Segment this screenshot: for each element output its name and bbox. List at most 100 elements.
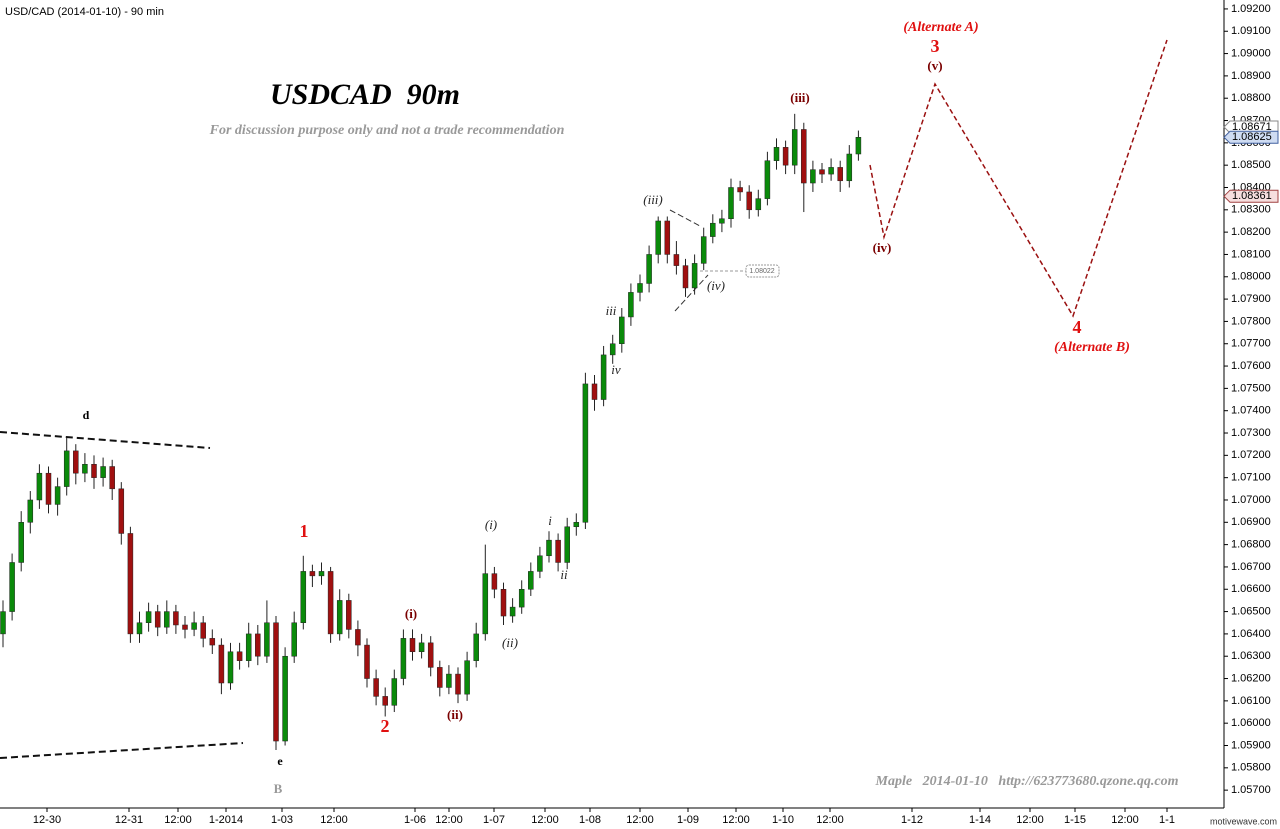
wave-label: iii <box>606 303 617 318</box>
wave-label: (i) <box>485 517 497 532</box>
candle-body <box>782 147 789 166</box>
y-tick-label: 1.06000 <box>1231 717 1271 729</box>
wave-label: i <box>548 513 552 528</box>
trendline <box>0 431 211 449</box>
wave-label: (Alternate B) <box>1054 340 1130 355</box>
candle-body <box>464 660 470 695</box>
candle-body <box>500 589 507 617</box>
x-tick-label: 12:00 <box>816 814 844 826</box>
candle-body <box>801 129 807 184</box>
candle-body <box>518 589 525 608</box>
y-tick-label: 1.09200 <box>1231 3 1271 15</box>
candle-body <box>755 198 762 211</box>
wave-label: B <box>274 781 283 796</box>
x-tick-label: 12-30 <box>33 814 61 826</box>
candle-body <box>255 633 261 657</box>
candle-body <box>855 137 862 155</box>
y-tick-label: 1.08500 <box>1231 159 1271 171</box>
candle-body <box>646 254 652 284</box>
candle-body <box>427 642 434 668</box>
x-tick-label: 1-14 <box>969 814 991 826</box>
wave-label: (iv) <box>707 278 725 293</box>
candle-body <box>573 522 580 528</box>
x-tick-label: 12:00 <box>1016 814 1044 826</box>
y-tick-label: 1.06900 <box>1231 516 1271 528</box>
candle-body <box>700 236 707 264</box>
candle-body <box>9 562 15 612</box>
candle-body <box>528 571 534 590</box>
candle-body <box>600 354 607 400</box>
y-tick-label: 1.07600 <box>1231 360 1271 372</box>
y-tick-label: 1.06300 <box>1231 650 1271 662</box>
candle-body <box>546 539 552 557</box>
wave-label: (Alternate A) <box>903 20 978 35</box>
candle-body <box>609 343 616 356</box>
candle-body <box>482 573 489 635</box>
x-tick-label: 1-08 <box>579 814 601 826</box>
candle-body <box>100 466 106 478</box>
wave-label: 3 <box>931 36 940 56</box>
level-box <box>745 264 780 278</box>
x-tick-label: 12:00 <box>626 814 654 826</box>
footer: Maple 2014-01-10 http://623773680.qzone.… <box>875 774 1179 789</box>
wave-label: ii <box>560 567 568 582</box>
candle-body <box>373 678 379 697</box>
candle-body <box>173 611 179 626</box>
candle-body <box>309 571 316 577</box>
candle-body <box>145 611 152 623</box>
wave-label: (ii) <box>447 707 463 722</box>
triangle-line <box>674 274 709 312</box>
x-tick-label: 1-12 <box>901 814 923 826</box>
y-tick-label: 1.06200 <box>1231 672 1271 684</box>
candle-body <box>400 638 407 679</box>
watermark: motivewave.com <box>1210 816 1277 826</box>
y-tick-label: 1.05700 <box>1231 784 1271 796</box>
x-tick-label: 1-15 <box>1064 814 1086 826</box>
candle-body <box>564 526 570 563</box>
candle-body <box>509 606 516 617</box>
candle-body <box>737 187 743 193</box>
candle-body <box>682 265 689 289</box>
candle-body <box>537 555 543 572</box>
y-tick-label: 1.07100 <box>1231 472 1271 484</box>
y-tick-label: 1.07400 <box>1231 405 1271 417</box>
price-tag-label: 1.08625 <box>1232 131 1272 143</box>
candle-body <box>828 167 834 175</box>
y-tick-label: 1.08100 <box>1231 248 1271 260</box>
candle-body <box>109 466 115 490</box>
candle-body <box>209 638 216 646</box>
candle-body <box>382 696 388 706</box>
candle-body <box>91 464 97 478</box>
wave-label: (iv) <box>873 240 892 255</box>
wave-label: (ii) <box>502 635 518 650</box>
x-tick-label: 12-31 <box>115 814 143 826</box>
candle-body <box>637 283 643 293</box>
x-tick-label: 12:00 <box>531 814 559 826</box>
candle-body <box>391 678 398 706</box>
candle-body <box>455 673 461 695</box>
candle-body <box>118 488 125 534</box>
level-label: 1.08022 <box>749 268 774 275</box>
candle-body <box>764 160 771 199</box>
candle-body <box>36 472 43 501</box>
candle-body <box>655 220 661 255</box>
y-tick-label: 1.07200 <box>1231 449 1271 461</box>
candle-body <box>555 539 561 563</box>
price-tag-label: 1.08671 <box>1232 121 1272 133</box>
chart-header: USD/CAD (2014-01-10) - 90 min <box>5 6 164 18</box>
candle-body <box>54 486 61 505</box>
candle-body <box>73 450 79 474</box>
candle-body <box>437 667 443 688</box>
wave-label: (v) <box>927 58 942 73</box>
candle-body <box>582 383 589 523</box>
candle-body <box>0 611 6 635</box>
y-tick-label: 1.07900 <box>1231 293 1271 305</box>
y-tick-label: 1.05800 <box>1231 762 1271 774</box>
y-tick-label: 1.07800 <box>1231 315 1271 327</box>
candle-body <box>236 651 243 661</box>
projection <box>869 39 1168 318</box>
candle-body <box>773 147 780 161</box>
candle-body <box>227 651 234 684</box>
y-tick-label: 1.06500 <box>1231 605 1271 617</box>
